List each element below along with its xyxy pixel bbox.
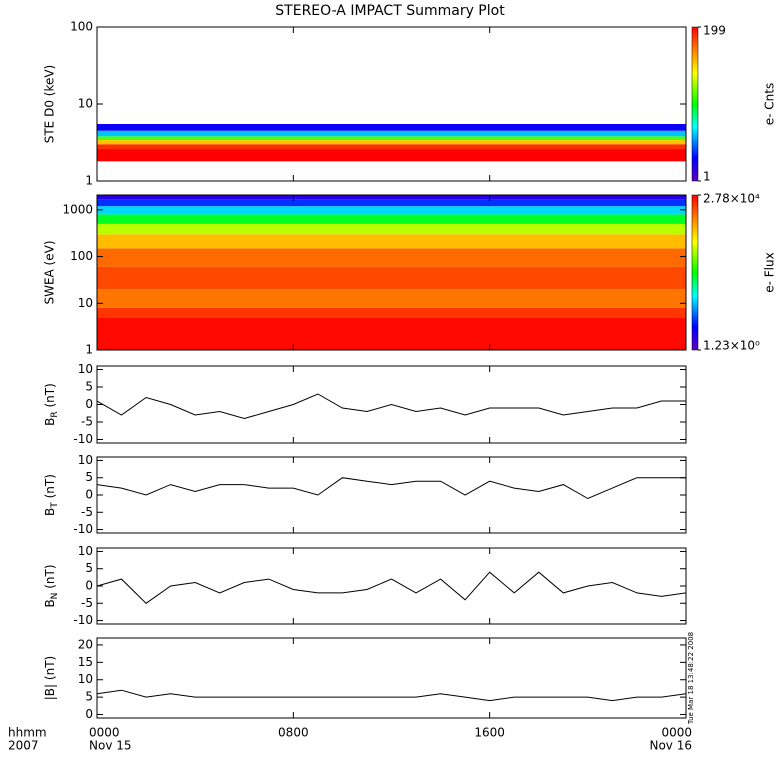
data-line [97,477,686,500]
heatmap-cell [97,214,686,224]
y-axis-label-unit: (nT) [43,474,57,502]
heatmap-cell [97,223,686,235]
y-axis-label: STE D0 (keV) [43,65,57,144]
y-axis-label: BT (nT) [43,474,60,516]
data-line [97,689,686,702]
heatmap-cell [97,289,686,308]
y-axis-label-base: B [43,418,57,426]
y-tick-label: 0 [85,397,93,411]
y-tick-label: -5 [81,415,93,429]
y-tick-label: 5 [85,561,93,575]
y-axis-label-sub: N [50,593,60,600]
heatmap-cell [97,234,686,249]
y-tick-label: 0 [85,579,93,593]
axes-frame [96,547,687,625]
heatmap-cell [97,248,686,267]
heatmap-cell [97,199,686,207]
y-tick-label: -10 [73,522,93,536]
panel-5 [97,689,686,702]
y-axis-label-base: B [43,599,57,607]
x-tick-label: 0000 [89,726,120,740]
y-tick-label: 1000 [62,202,93,216]
y-axis-label-sub: T [50,502,60,509]
colorbar [691,194,699,351]
panel-3 [97,477,686,500]
timestamp: Tue Mar 18 13:48:22 2008 [687,632,695,725]
date-label: Nov 16 [649,739,692,753]
y-axis-label-base: B [43,508,57,516]
heatmap-cell [97,307,686,318]
y-axis-label: BN (nT) [43,564,60,607]
y-tick-label: -5 [81,505,93,519]
y-tick-label: 0 [85,707,93,721]
x-axis-label: 2007 [8,739,39,753]
y-axis-label-unit: (nT) [43,656,57,684]
colorbar-tick-label: 199 [703,24,726,38]
x-axis-label: hhmm [8,726,47,740]
heatmap-cell [97,149,686,162]
x-tick-label: 0800 [278,726,309,740]
heatmap-cell [97,140,686,145]
chart-title: STEREO-A IMPACT Summary Plot [275,3,505,19]
x-tick-label: 0000 [661,726,692,740]
data-line [97,571,686,604]
y-tick-label: 10 [78,362,93,376]
heatmap-cell [97,144,686,150]
colorbar-tick-label: 2.78×10⁴ [703,192,760,206]
heatmap-cell [97,266,686,290]
y-tick-label: 100 [70,249,93,263]
x-tick-label: 1600 [474,726,505,740]
axes-frame [96,637,687,719]
y-axis-label: |B| (nT) [43,656,57,700]
heatmap-cell [97,206,686,215]
data-line [97,393,686,420]
y-axis-label-base: |B| [43,684,57,700]
y-tick-label: 10 [78,672,93,686]
y-tick-label: 10 [78,453,93,467]
colorbar-label: e- Cnts [763,83,777,125]
axes-frame [96,456,687,534]
y-axis-label: BR (nT) [43,383,60,426]
panel-0 [97,123,686,162]
y-tick-label: 20 [78,637,93,651]
y-tick-label: 10 [78,97,93,111]
y-tick-label: 100 [70,20,93,34]
heatmap-cell [97,123,686,131]
heatmap-cell [97,195,686,200]
colorbar-label: e- Flux [763,252,777,292]
panel-4 [97,571,686,604]
y-tick-label: -10 [73,613,93,627]
date-label: Nov 15 [89,739,132,753]
y-tick-label: 10 [78,544,93,558]
heatmap-cell [97,136,686,141]
panel-1 [97,195,686,350]
y-axis-label-unit: (nT) [43,383,57,411]
colorbar-tick-label: 1 [703,170,711,184]
y-tick-label: 15 [78,655,93,669]
panel-2 [97,393,686,420]
heatmap-cell [97,130,686,137]
y-tick-label: 5 [85,690,93,704]
y-tick-label: 10 [78,296,93,310]
y-tick-label: 5 [85,470,93,484]
y-tick-label: -5 [81,596,93,610]
y-tick-label: 5 [85,380,93,394]
axes-frame [96,194,687,351]
y-axis-label: SWEA (eV) [43,240,57,304]
heatmap-cell [97,317,686,350]
y-tick-label: 1 [85,174,93,188]
colorbar [691,26,699,182]
y-axis-label-unit: (nT) [43,564,57,592]
colorbar-tick-label: 1.23×10⁰ [703,339,760,353]
y-tick-label: 1 [85,343,93,357]
y-axis-label-sub: R [50,411,60,417]
y-tick-label: 0 [85,488,93,502]
y-tick-label: -10 [73,432,93,446]
